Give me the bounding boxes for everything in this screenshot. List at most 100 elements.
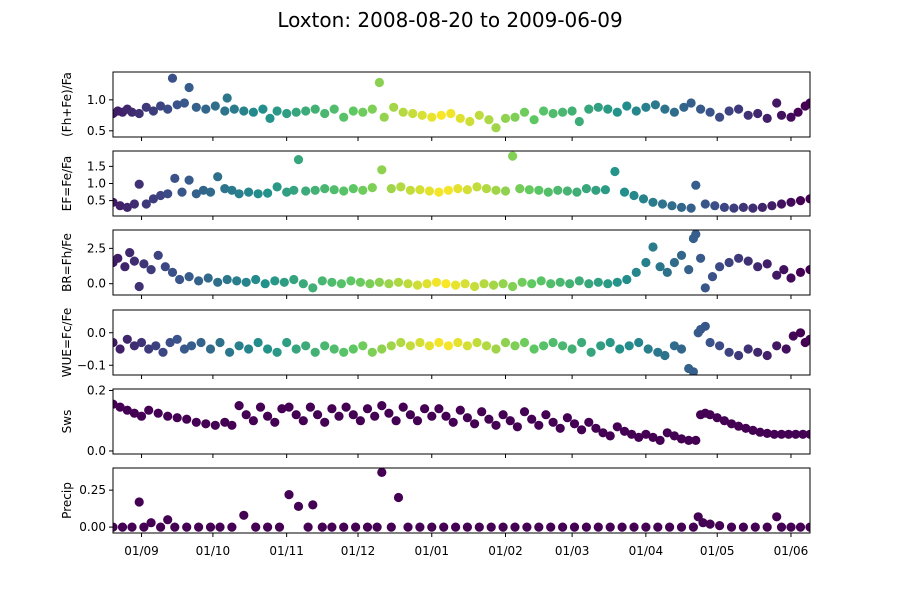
data-point: [491, 185, 501, 195]
data-point: [320, 108, 330, 119]
data-point: [441, 411, 451, 421]
data-point: [393, 277, 404, 287]
data-point: [215, 522, 225, 532]
data-point: [474, 522, 484, 532]
data-point: [451, 522, 461, 532]
data-point: [215, 337, 225, 348]
data-point: [481, 184, 492, 194]
data-point: [519, 107, 530, 117]
data-point: [715, 521, 725, 531]
data-point: [481, 341, 492, 351]
data-point: [519, 407, 530, 417]
data-point: [148, 106, 158, 116]
data-point: [479, 279, 489, 289]
data-point: [477, 407, 487, 417]
data-point: [398, 402, 408, 412]
data-point: [784, 429, 794, 439]
data-point: [555, 277, 565, 287]
x-tick-label: 01/05: [700, 544, 735, 558]
data-point: [277, 404, 287, 414]
data-point: [374, 77, 384, 88]
data-point: [795, 522, 806, 532]
data-point: [577, 337, 587, 348]
data-point: [329, 344, 339, 354]
data-point: [415, 185, 425, 195]
data-point: [581, 184, 592, 194]
data-point: [631, 267, 641, 277]
data-point: [470, 281, 480, 292]
data-point: [377, 468, 387, 477]
data-point: [507, 281, 518, 292]
data-point: [498, 279, 508, 289]
data-point: [655, 435, 665, 445]
data-point: [248, 416, 258, 426]
data-point: [405, 341, 415, 351]
data-point: [762, 428, 772, 438]
data-point: [398, 107, 408, 117]
data-point: [795, 328, 806, 338]
data-point: [308, 500, 318, 510]
data-point: [472, 182, 482, 192]
data-point: [365, 279, 375, 289]
data-point: [115, 201, 125, 211]
data-point: [786, 197, 796, 207]
data-point: [676, 202, 687, 212]
data-point: [327, 522, 337, 532]
data-point: [293, 155, 304, 165]
data-point: [136, 411, 147, 421]
data-point: [163, 189, 173, 199]
chart-title: Loxton: 2008-08-20 to 2009-06-09: [277, 8, 623, 32]
data-point: [172, 100, 182, 110]
data-point: [153, 250, 163, 260]
data-point: [165, 337, 175, 348]
data-point: [298, 416, 308, 426]
data-point: [241, 410, 251, 420]
data-point: [786, 522, 796, 532]
data-point: [234, 341, 244, 351]
x-tick-label: 01/09: [124, 544, 159, 558]
data-point: [696, 104, 706, 114]
data-point: [662, 428, 672, 438]
data-point: [667, 201, 677, 211]
data-point: [336, 279, 346, 289]
data-point: [700, 283, 710, 293]
panel-frame: [112, 71, 811, 138]
data-point: [724, 347, 734, 357]
data-point: [127, 107, 137, 117]
data-point: [308, 283, 318, 293]
data-point: [484, 115, 494, 125]
data-point: [317, 276, 327, 286]
data-point: [669, 257, 680, 268]
data-point: [634, 337, 644, 348]
data-point: [705, 410, 715, 420]
data-point: [793, 107, 803, 117]
data-point: [253, 189, 263, 199]
data-point: [519, 337, 530, 348]
data-point: [565, 279, 575, 289]
panel-3-points: [113, 230, 810, 293]
data-point: [462, 341, 472, 351]
data-point: [134, 497, 144, 507]
data-point: [167, 73, 178, 83]
data-point: [320, 417, 330, 427]
data-point: [179, 98, 189, 108]
data-point: [163, 515, 173, 525]
data-point: [205, 522, 216, 532]
data-point: [384, 279, 394, 289]
data-point: [600, 185, 611, 195]
data-point: [741, 423, 751, 433]
data-point: [772, 98, 782, 108]
y-tick-label: −0.1: [77, 358, 106, 372]
data-point: [448, 417, 458, 427]
data-point: [329, 185, 339, 195]
panel-4: −0.1 0.0 WUE=Fc/Fe: [60, 308, 811, 379]
data-point: [700, 321, 710, 331]
data-point: [648, 197, 658, 207]
y-axis-label: Sws: [60, 410, 74, 434]
panel-frame: [112, 388, 811, 455]
data-point: [377, 165, 387, 175]
data-point: [151, 341, 161, 351]
data-point: [443, 341, 453, 351]
x-tick-label: 01/02: [488, 544, 523, 558]
data-point: [462, 522, 472, 532]
